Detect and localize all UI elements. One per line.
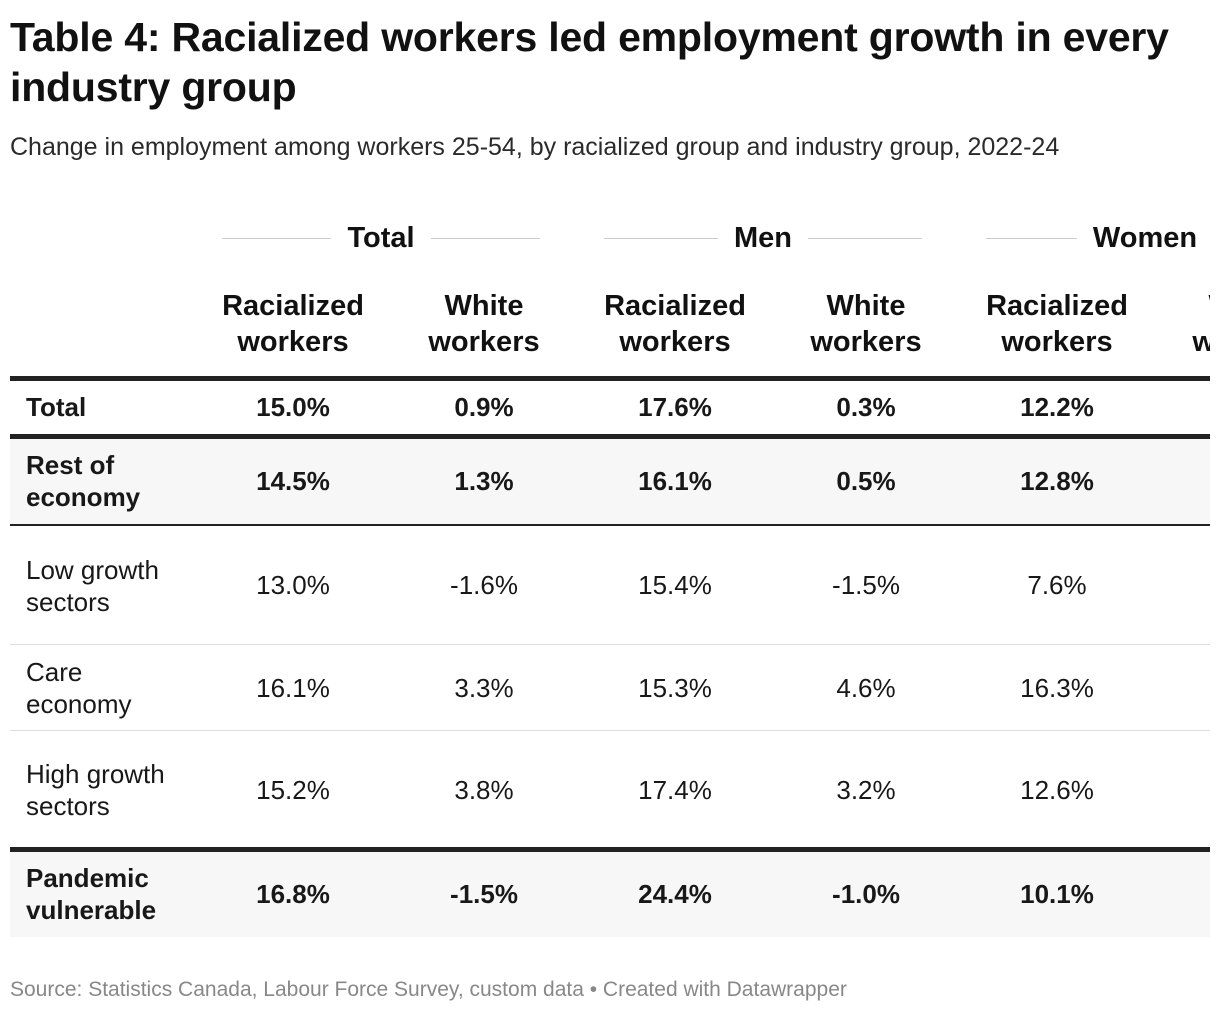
column-header-word: White — [826, 290, 906, 322]
column-header-word: White — [444, 290, 524, 322]
row-label-text: Rest of economy — [26, 450, 141, 512]
row-separator — [10, 644, 1210, 645]
column-header-word: workers — [1001, 326, 1113, 358]
column-header-word: workers — [1192, 326, 1210, 358]
source-note: Source: Statistics Canada, Labour Force … — [10, 978, 847, 1001]
table-row: High growth sectors 15.2% 3.8% 17.4% 3.2% 12.… — [10, 731, 1210, 849]
row-label: Total — [26, 380, 186, 434]
group-label: Women — [1092, 221, 1198, 254]
table-cell: 24.4% — [638, 878, 712, 909]
row-separator — [10, 730, 1210, 731]
total-rule — [10, 434, 1210, 439]
table-row: Low growth sectors 13.0% -1.6% 15.4% -1.5% 7.… — [10, 526, 1210, 645]
column-header-word: workers — [619, 326, 731, 358]
row-label-text: High growth sectors — [26, 759, 165, 821]
group-divider-rule — [10, 524, 1210, 526]
column-header: White workers — [399, 288, 569, 360]
table-cell: -1.6% — [450, 570, 518, 600]
table-cell: -1.0% — [832, 878, 900, 909]
table-cell: 12.8% — [1020, 465, 1094, 496]
table-cell: 10.1% — [1020, 878, 1094, 909]
table-row: Total 15.0% 0.9% 17.6% 0.3% 12.2% — [10, 380, 1210, 434]
table-cell: 16.8% — [256, 878, 330, 909]
chart-title: Table 4: Racialized workers led employme… — [10, 14, 1169, 110]
row-label: Care economy — [26, 645, 186, 731]
table-cell: 17.6% — [638, 391, 712, 422]
column-header: White workers — [781, 288, 951, 360]
group-rule — [986, 237, 1077, 239]
table-cell: -1.5% — [450, 878, 518, 909]
table-cell: 16.1% — [256, 672, 330, 703]
column-header-word: workers — [428, 326, 540, 358]
column-header: Racialized workers — [972, 288, 1142, 360]
data-table: Total Men Women Racialized workers White worke… — [10, 210, 1210, 940]
table-cell: -1.5% — [832, 570, 900, 600]
table-cell: 15.4% — [638, 570, 712, 600]
table-cell: 0.9% — [454, 391, 514, 422]
table-cell: 15.0% — [256, 391, 330, 422]
table-cell: 0.3% — [836, 391, 896, 422]
column-header: Racialized workers — [590, 288, 760, 360]
table-cell: 15.2% — [256, 774, 330, 805]
table-cell: 15.3% — [638, 672, 712, 703]
group-header-total: Total — [222, 218, 540, 258]
pandemic-rule — [10, 847, 1210, 852]
table-cell: 12.6% — [1020, 774, 1094, 805]
table-cell: 14.5% — [256, 465, 330, 496]
column-header-word: White — [1209, 290, 1210, 322]
column-header-word: Racialized — [222, 290, 364, 322]
table-cell: 3.8% — [454, 774, 514, 805]
row-label: Rest of economy — [26, 438, 186, 524]
row-label-text: Pandemic vulnerable — [26, 863, 157, 925]
column-header-word: Racialized — [986, 290, 1128, 322]
row-label-text: Care economy — [26, 657, 132, 719]
group-label: Total — [347, 221, 415, 254]
row-label: Low growth sectors — [26, 526, 186, 645]
table-cell: 4.6% — [836, 672, 896, 703]
table-cell: 16.1% — [638, 465, 712, 496]
table-cell: 17.4% — [638, 774, 712, 805]
column-header: White workers — [1163, 288, 1210, 360]
column-header-word: workers — [237, 326, 349, 358]
row-label: High growth sectors — [26, 731, 186, 849]
group-rule — [222, 237, 332, 239]
row-label: Pandemic vulnerable — [26, 851, 186, 937]
table-cell: 7.6% — [1027, 570, 1087, 600]
group-header-women: Women — [986, 218, 1210, 258]
column-header-word: workers — [810, 326, 922, 358]
table-row: Pandemic vulnerable 16.8% -1.5% 24.4% -1.0% 1… — [10, 851, 1210, 937]
column-header-word: Racialized — [604, 290, 746, 322]
table-cell: 3.3% — [454, 672, 514, 703]
table-cell: 13.0% — [256, 570, 330, 600]
group-rule — [604, 237, 718, 239]
row-label-text: Low growth sectors — [26, 554, 159, 617]
row-label-text: Total — [26, 392, 87, 422]
table-cell: 0.5% — [836, 465, 896, 496]
group-rule — [808, 237, 922, 239]
table-cell: 1.3% — [454, 465, 514, 496]
chart-subtitle: Change in employment among workers 25-54… — [10, 133, 1060, 161]
table-cell: 3.2% — [836, 774, 896, 805]
table-row: Care economy 16.1% 3.3% 15.3% 4.6% 16.3% — [10, 645, 1210, 731]
table-cell: 16.3% — [1020, 672, 1094, 703]
group-rule — [430, 237, 540, 239]
column-header: Racialized workers — [208, 288, 378, 360]
header-rule — [10, 376, 1210, 381]
group-header-men: Men — [604, 218, 922, 258]
group-label: Men — [734, 221, 792, 254]
table-row: Rest of economy 14.5% 1.3% 16.1% 0.5% 12.8% — [10, 438, 1210, 524]
table-cell: 12.2% — [1020, 391, 1094, 422]
